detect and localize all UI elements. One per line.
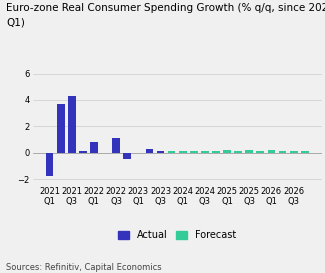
Bar [223,150,231,153]
Bar [157,151,164,153]
Bar [256,151,264,153]
Bar [46,153,53,176]
Bar [190,151,198,153]
Bar [79,151,87,153]
Bar [123,153,131,159]
Bar [267,150,275,153]
Bar [245,150,253,153]
Bar [90,142,98,153]
Text: Q1): Q1) [6,18,25,28]
Bar [201,151,209,153]
Bar [290,151,297,153]
Bar [234,151,242,153]
Legend: Actual, Forecast: Actual, Forecast [118,230,237,241]
Bar [301,151,309,153]
Bar [57,104,64,153]
Bar [179,151,187,153]
Bar [112,138,120,153]
Bar [168,151,176,153]
Bar [212,151,220,153]
Bar [168,151,176,153]
Text: Sources: Refinitiv, Capital Economics: Sources: Refinitiv, Capital Economics [6,263,162,272]
Bar [146,149,153,153]
Bar [279,151,286,153]
Bar [68,96,76,153]
Text: Euro-zone Real Consumer Spending Growth (% q/q, since 2021: Euro-zone Real Consumer Spending Growth … [6,3,325,13]
